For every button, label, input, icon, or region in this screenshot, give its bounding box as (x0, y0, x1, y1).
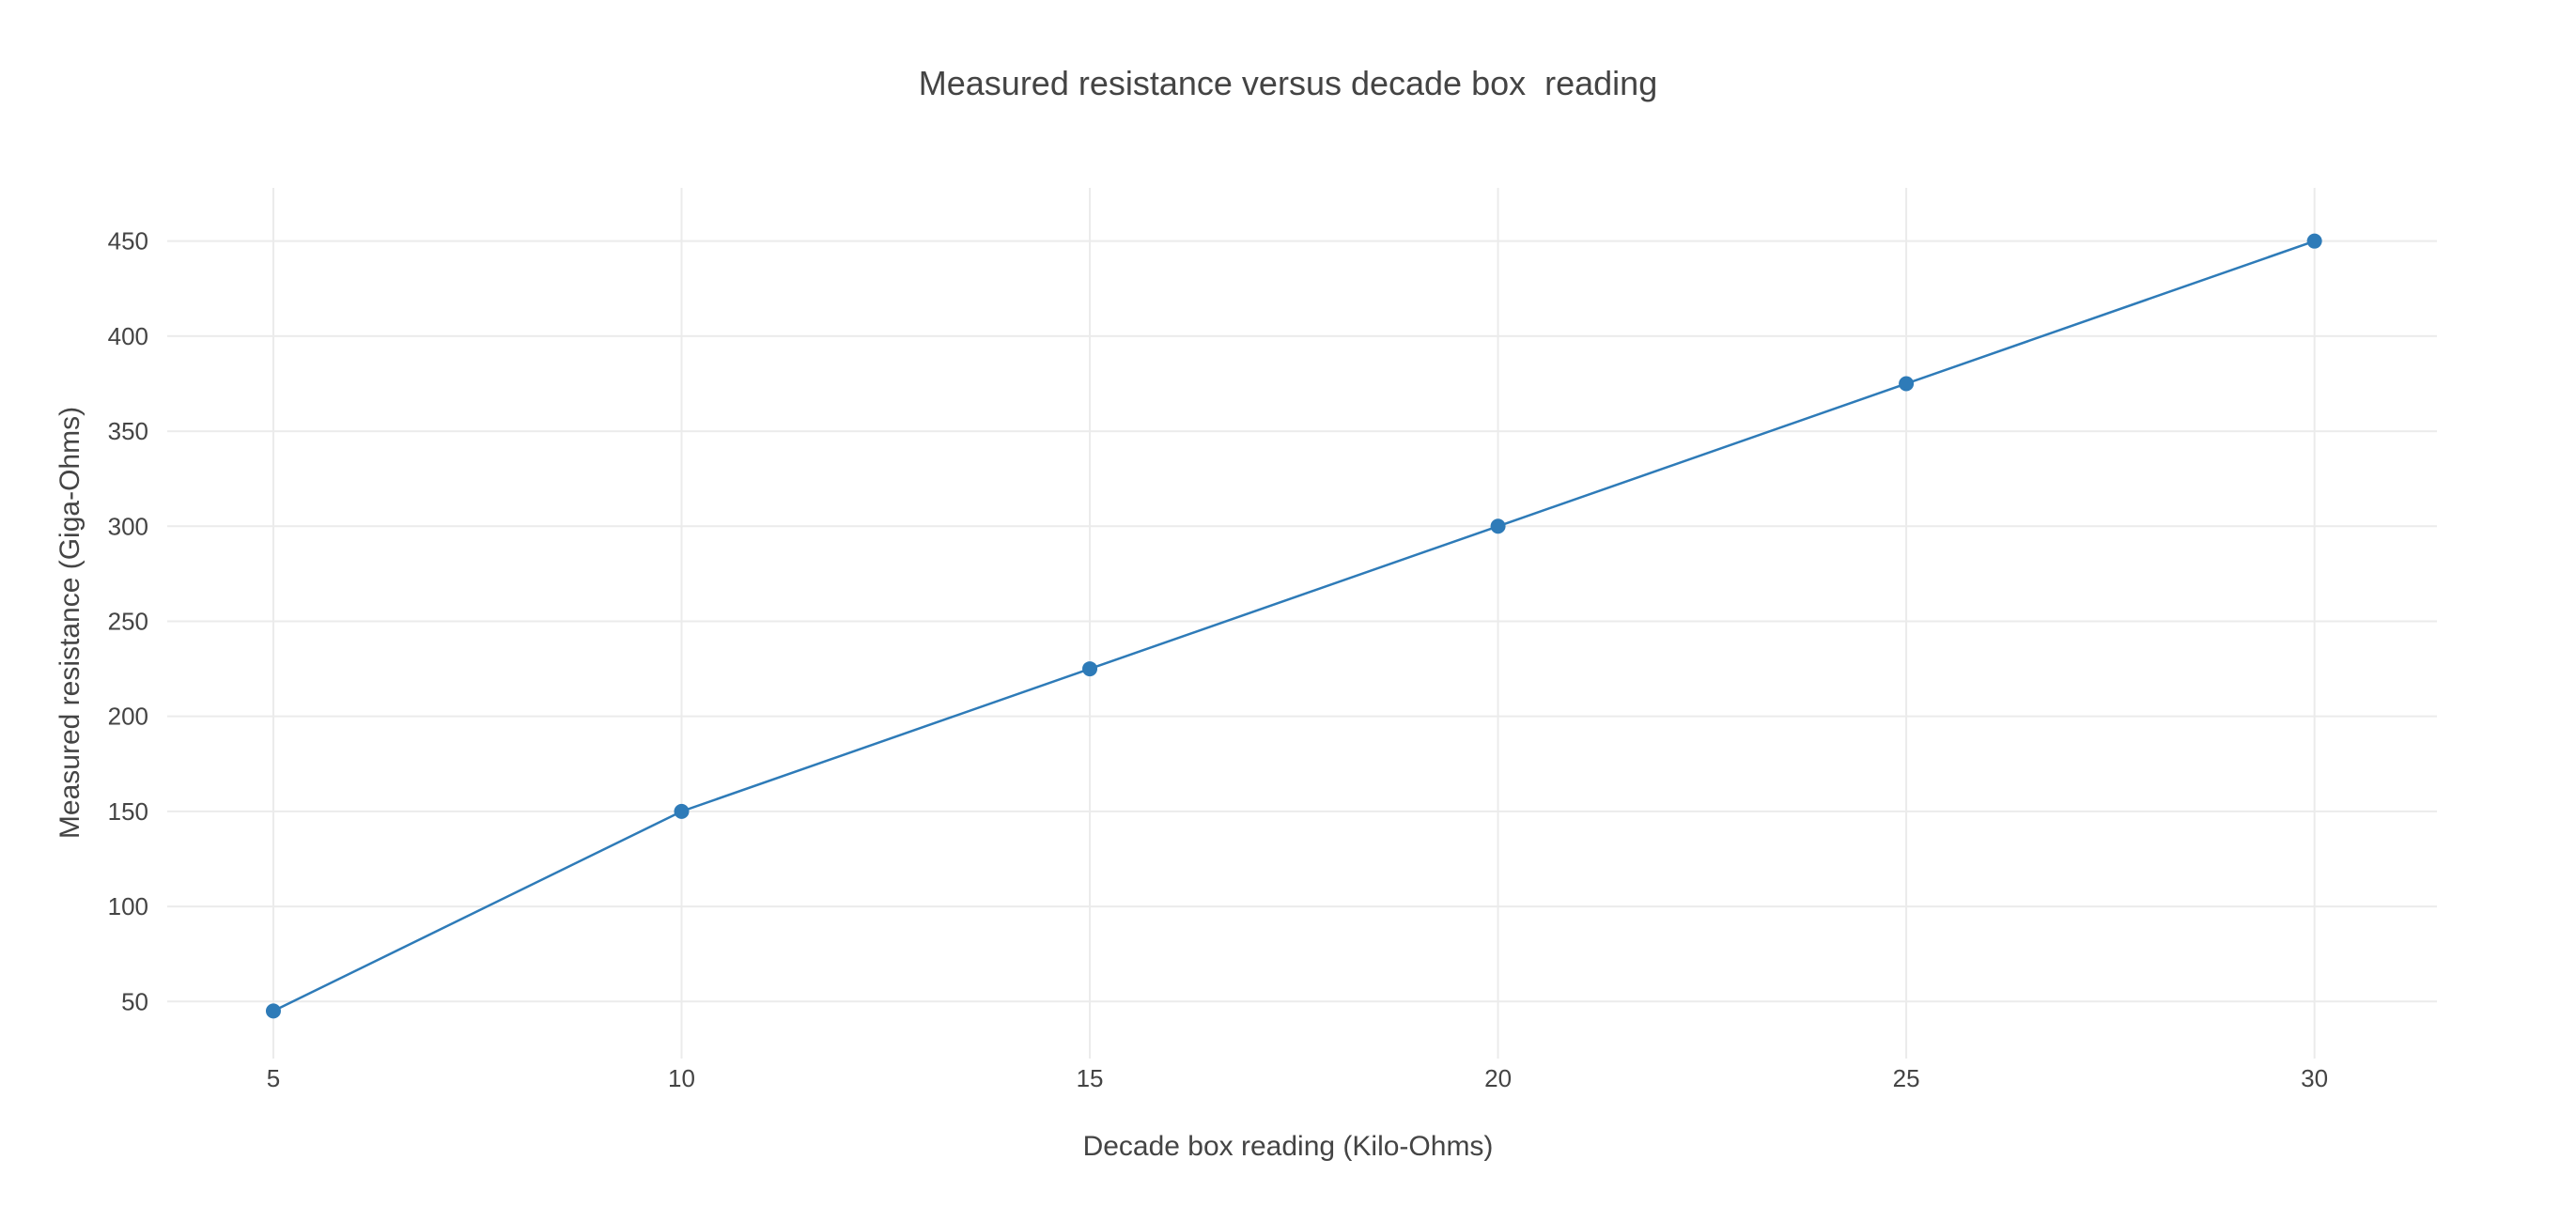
chart-title: Measured resistance versus decade box re… (919, 64, 1657, 102)
series-line (272, 240, 2316, 1013)
x-tick-label: 30 (2301, 1064, 2328, 1092)
y-tick-label: 300 (108, 512, 148, 540)
x-tick-label: 25 (1893, 1064, 1920, 1092)
data-point (1490, 518, 1506, 534)
data-point (1899, 376, 1915, 392)
data-point (2306, 233, 2322, 249)
y-tick-label: 400 (108, 322, 148, 350)
y-tick-label: 250 (108, 607, 148, 635)
x-axis-ticks: 5 10 15 20 25 30 (267, 1064, 2328, 1092)
x-tick-label: 5 (267, 1064, 280, 1092)
y-tick-label: 150 (108, 797, 148, 826)
x-tick-label: 20 (1484, 1064, 1512, 1092)
x-axis-title: Decade box reading (Kilo-Ohms) (1083, 1131, 1494, 1162)
y-tick-label: 50 (121, 987, 148, 1015)
y-tick-label: 100 (108, 892, 148, 920)
y-tick-label: 450 (108, 227, 148, 255)
grid (167, 188, 2437, 1059)
x-tick-label: 15 (1077, 1064, 1104, 1092)
data-point (674, 803, 690, 819)
data-point (1082, 661, 1098, 677)
y-tick-label: 200 (108, 703, 148, 731)
y-axis-ticks: 50 100 150 200 250 300 350 400 450 (108, 227, 148, 1016)
y-tick-label: 350 (108, 417, 148, 445)
x-tick-label: 10 (668, 1064, 695, 1092)
series-layer (265, 233, 2322, 1019)
y-axis-title: Measured resistance (Giga-Ohms) (54, 407, 85, 839)
data-point (265, 1003, 281, 1019)
